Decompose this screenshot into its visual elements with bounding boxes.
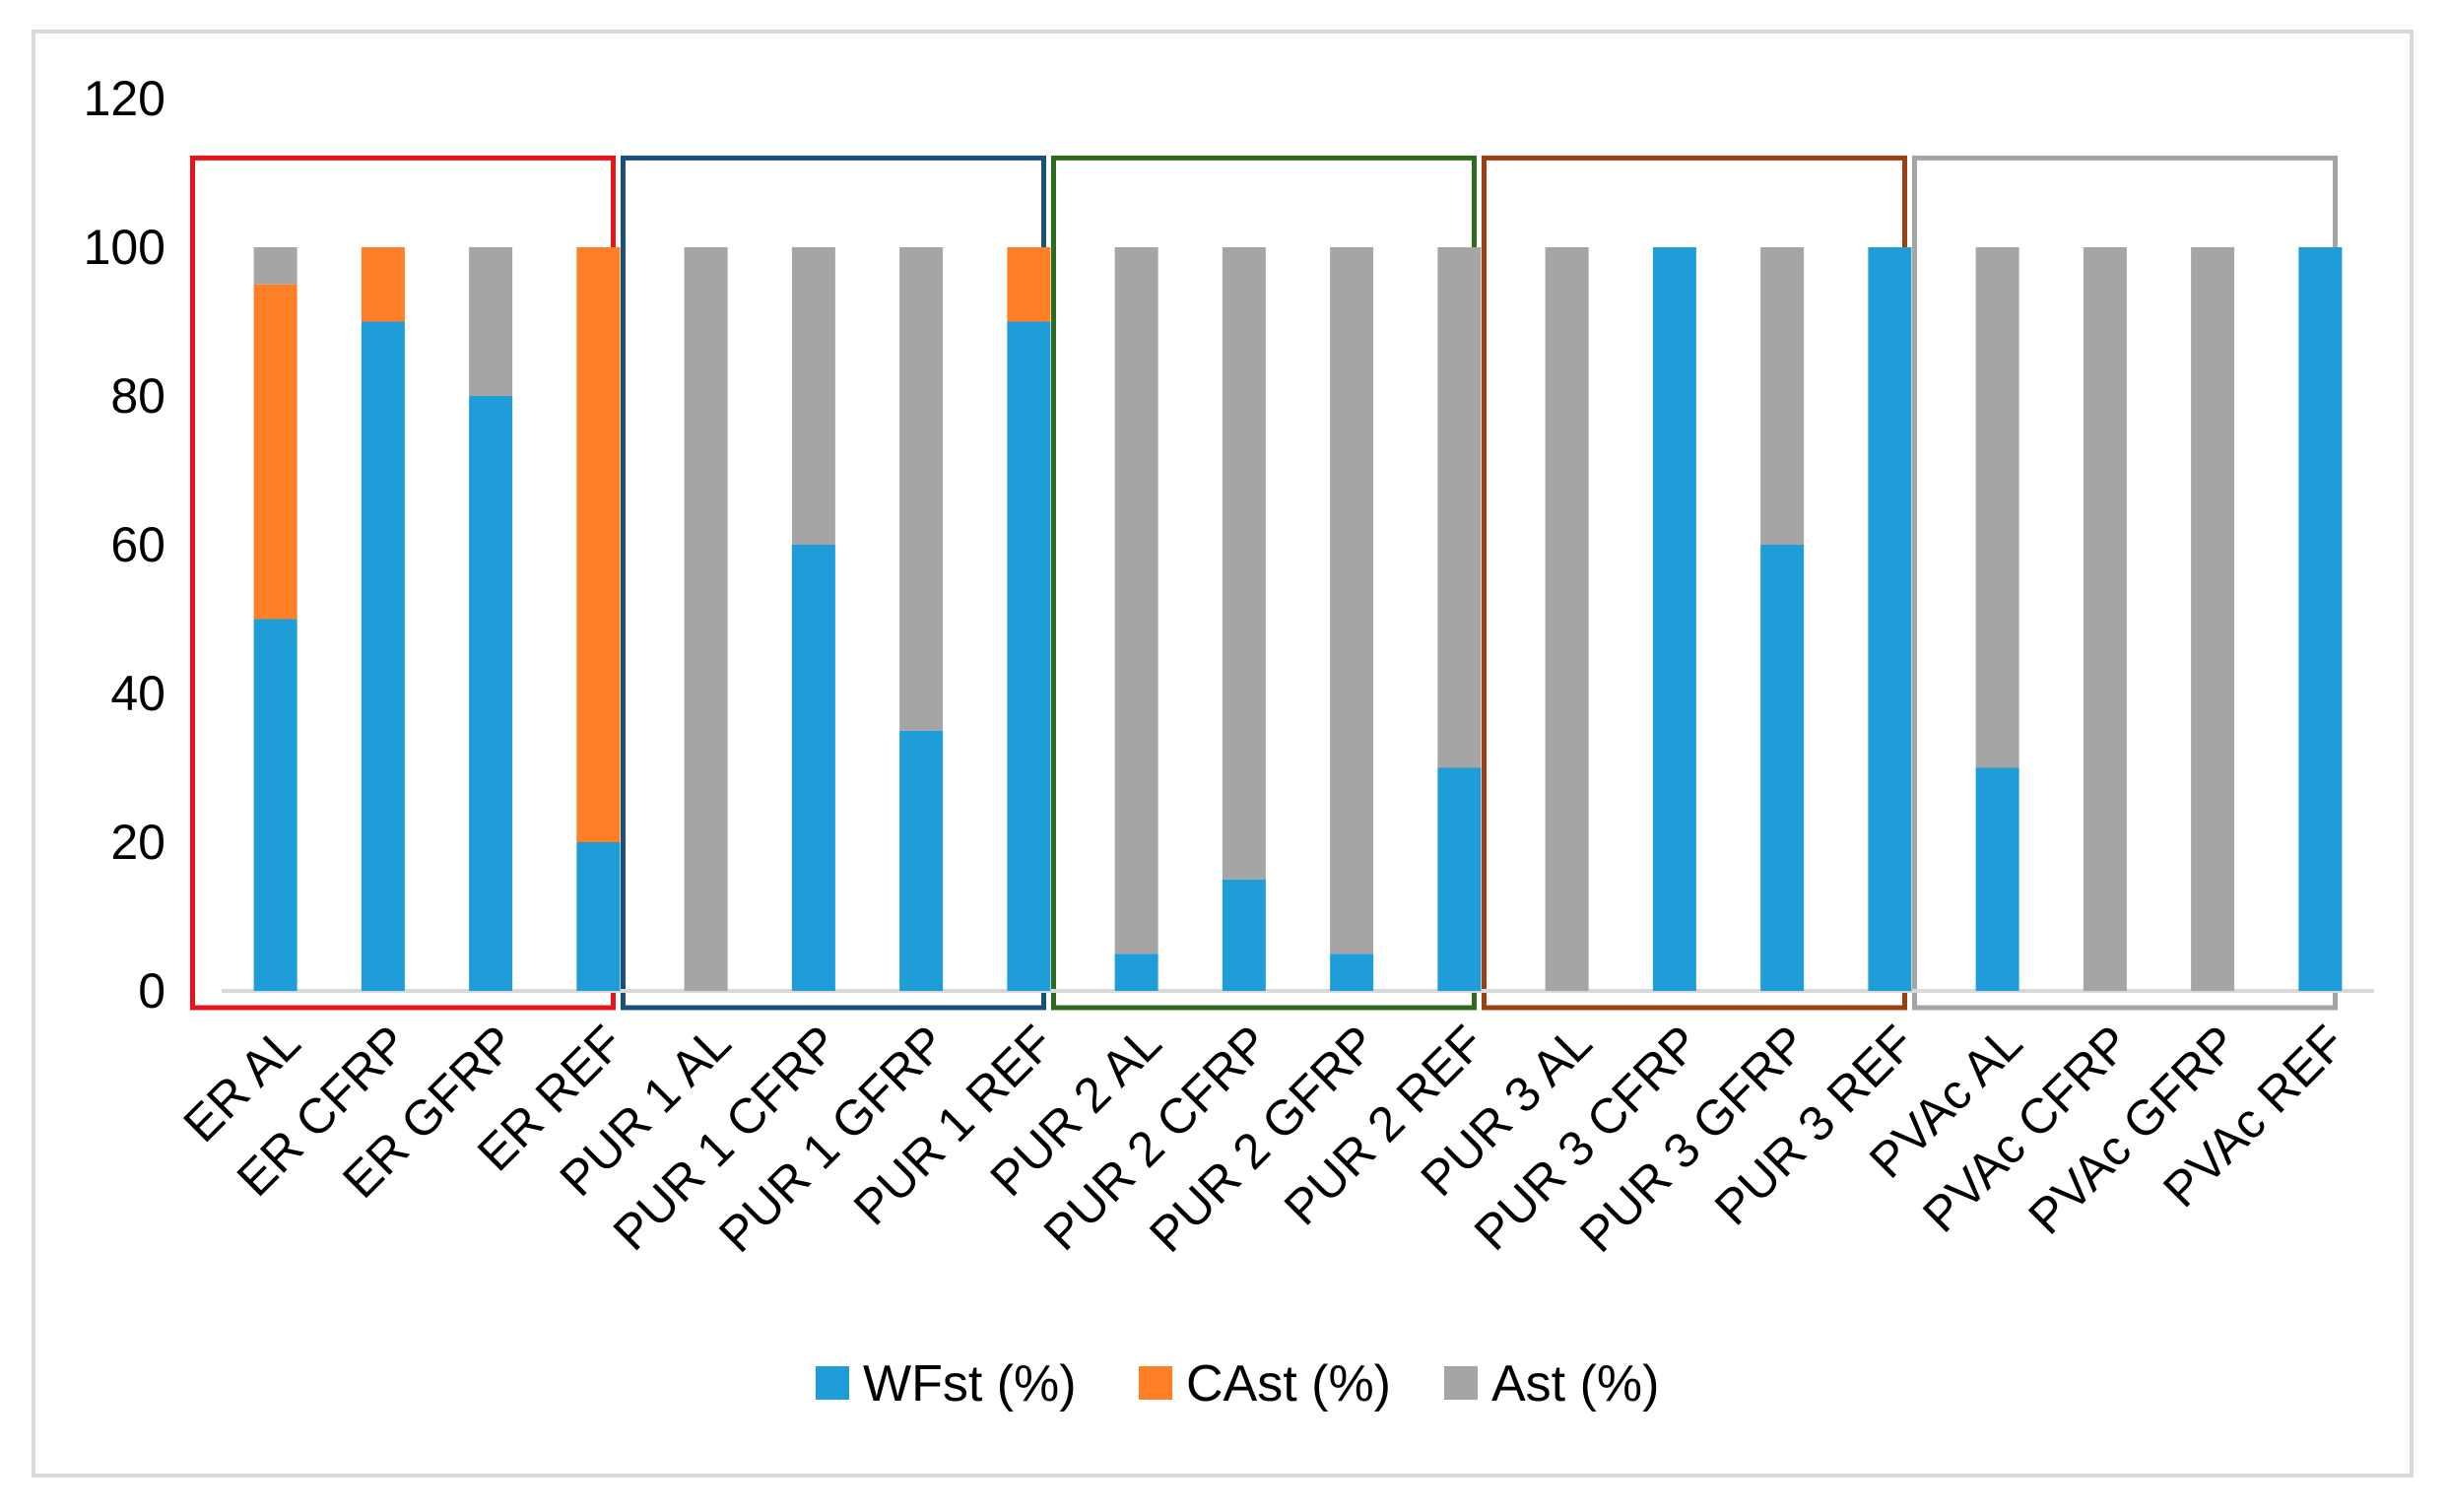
- legend-swatch-cast: [1139, 1366, 1172, 1400]
- bar-er-gfrp-ast: [469, 247, 513, 396]
- bar-pur-1-ref-wfst: [1007, 321, 1051, 991]
- bar-er-al-cast: [253, 284, 298, 620]
- bars: [253, 247, 2343, 991]
- bar-pur-2-gfrp-ast: [1330, 247, 1374, 954]
- bar-pvac-al-ast: [1975, 247, 2019, 768]
- bar-pvac-al-wfst: [1975, 767, 2019, 991]
- bar-pur-1-al-ast: [684, 247, 728, 991]
- bar-pur-2-gfrp-wfst: [1330, 953, 1374, 991]
- y-tick-label: 40: [110, 666, 165, 721]
- bar-pur-2-al-ast: [1114, 247, 1158, 954]
- y-axis-ticks: 0 20 40 60 80 100 120: [84, 71, 165, 1019]
- y-tick-label: 0: [138, 963, 165, 1019]
- bar-er-cfrp-cast: [361, 247, 405, 322]
- bar-pur-1-gfrp-ast: [899, 247, 944, 731]
- y-tick-label: 20: [110, 815, 165, 870]
- bar-er-ref-wfst: [576, 842, 621, 991]
- bar-pur-2-ref-wfst: [1437, 767, 1482, 991]
- legend-swatch-wfst: [816, 1366, 849, 1400]
- bar-pur-3-gfrp-wfst: [1760, 545, 1805, 991]
- bar-er-al-wfst: [253, 619, 298, 991]
- bar-pur-3-ref-wfst: [1868, 247, 1912, 991]
- bar-pur-2-al-wfst: [1114, 953, 1158, 991]
- bar-pur-1-cfrp-wfst: [791, 545, 835, 991]
- bar-pvac-cfrp-ast: [2083, 247, 2127, 991]
- y-tick-label: 120: [84, 71, 165, 126]
- bar-er-ref-cast: [576, 247, 621, 842]
- y-tick-label: 60: [110, 517, 165, 572]
- bar-pur-3-gfrp-ast: [1760, 247, 1805, 545]
- bar-pur-2-cfrp-ast: [1222, 247, 1266, 880]
- legend: WFst (%) CAst (%) Ast (%): [816, 1355, 1659, 1413]
- legend-label-cast: CAst (%): [1186, 1355, 1391, 1413]
- bar-pvac-ref-wfst: [2298, 247, 2343, 991]
- y-tick-label: 80: [110, 368, 165, 424]
- bar-pur-2-cfrp-wfst: [1222, 879, 1266, 991]
- bar-er-al-ast: [253, 247, 298, 285]
- bar-pur-2-ref-ast: [1437, 247, 1482, 768]
- bar-er-cfrp-wfst: [361, 321, 405, 991]
- bar-pur-3-al-ast: [1545, 247, 1589, 991]
- bar-pur-1-ref-cast: [1007, 247, 1051, 322]
- legend-label-ast: Ast (%): [1491, 1355, 1659, 1413]
- y-tick-label: 100: [84, 220, 165, 275]
- bar-pur-1-cfrp-ast: [791, 247, 835, 545]
- bar-pur-1-gfrp-wfst: [899, 730, 944, 991]
- bar-er-gfrp-wfst: [469, 396, 513, 991]
- legend-label-wfst: WFst (%): [863, 1355, 1077, 1413]
- bar-pur-3-cfrp-wfst: [1652, 247, 1696, 991]
- legend-swatch-ast: [1444, 1366, 1478, 1400]
- bar-pvac-gfrp-ast: [2191, 247, 2235, 991]
